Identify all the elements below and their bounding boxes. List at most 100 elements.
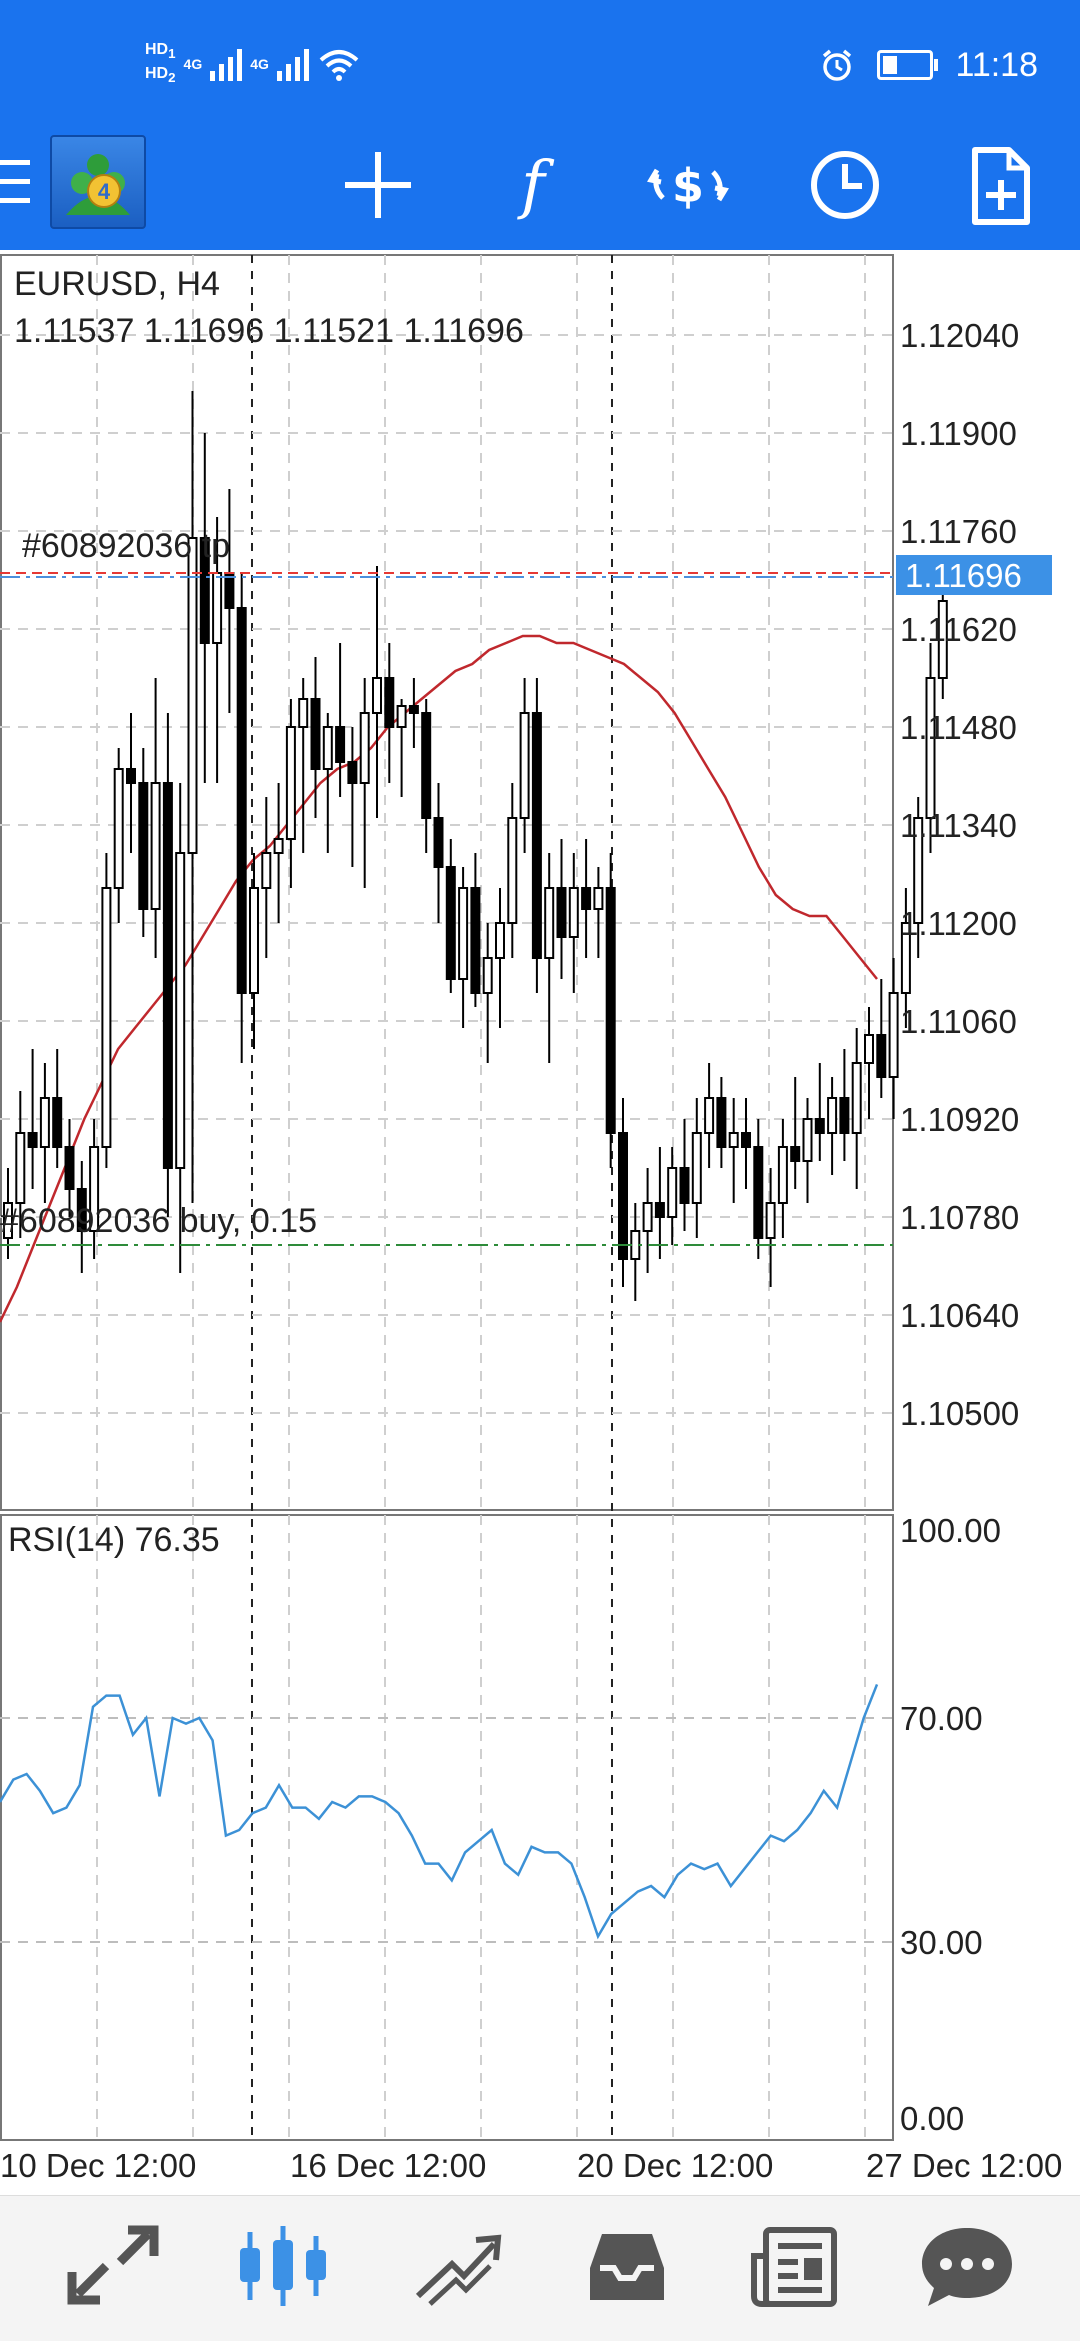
candle-body: [765, 1202, 776, 1239]
candle: [445, 839, 456, 993]
news-icon[interactable]: [742, 2216, 852, 2316]
candle: [568, 853, 579, 993]
candle: [691, 1098, 702, 1238]
signal1-icon: [210, 47, 243, 81]
candle-body: [175, 852, 186, 1169]
chart-svg[interactable]: 1.11696 1.12040 1.11900 1.11760 1.11620 1.11…: [0, 250, 1080, 2195]
price-tick-label: 1.10500: [900, 1395, 1019, 1432]
crosshair-icon[interactable]: [333, 140, 423, 230]
candle-body: [691, 1132, 702, 1204]
candle-body: [150, 782, 161, 910]
svg-text:$: $: [672, 159, 704, 213]
sim1-slot: 1: [168, 46, 176, 61]
candle: [790, 1077, 801, 1189]
candle: [113, 748, 124, 923]
timeframe-icon[interactable]: [800, 140, 890, 230]
moving-average-line: [0, 634, 878, 1323]
candle-body: [864, 1034, 874, 1064]
candle-body: [39, 1097, 50, 1148]
candle: [753, 1119, 764, 1259]
candle: [495, 888, 505, 1028]
candle: [704, 1063, 715, 1168]
wifi-icon: [319, 50, 359, 81]
svg-text:f: f: [517, 148, 555, 222]
candle: [827, 1077, 838, 1175]
candle: [470, 853, 481, 1007]
candle-body: [642, 1202, 653, 1232]
candle-body: [224, 572, 235, 609]
price-tick-label: 1.11900: [900, 415, 1017, 452]
status-right: 11:18: [819, 40, 1038, 90]
candle: [507, 783, 518, 958]
candle: [642, 1168, 653, 1273]
price-panel-frame: [0, 254, 894, 1511]
candle-body: [372, 677, 382, 714]
candle: [372, 566, 382, 818]
candle-body: [335, 726, 346, 763]
candle-body: [654, 1202, 665, 1218]
candle-body: [273, 838, 284, 854]
messages-icon[interactable]: [912, 2216, 1022, 2316]
candle-body: [507, 817, 518, 924]
candle-body: [89, 1146, 100, 1232]
candle: [199, 433, 210, 783]
new-order-icon[interactable]: [955, 140, 1045, 230]
rsi-line: [0, 1683, 879, 1940]
candle: [273, 783, 284, 923]
current-price-text: 1.11696: [905, 557, 1022, 594]
chart-area[interactable]: 1.11696 1.12040 1.11900 1.11760 1.11620 1.11…: [0, 250, 1080, 2195]
candle-body: [433, 817, 444, 868]
price-tick-label: 1.11620: [900, 611, 1017, 648]
candle-body: [64, 1146, 75, 1190]
candle: [605, 853, 616, 1168]
candle: [864, 1007, 874, 1119]
rsi-panel-frame: [0, 1514, 894, 2141]
candle: [408, 678, 419, 748]
candle: [359, 678, 370, 888]
candle-body: [236, 607, 247, 994]
candle-body: [753, 1146, 764, 1239]
candle: [876, 979, 887, 1098]
current-price-badge: [896, 555, 1052, 595]
candle: [3, 1168, 13, 1259]
candle: [433, 783, 444, 923]
candle-body: [310, 698, 321, 770]
candle-body: [531, 712, 542, 959]
history-icon[interactable]: [572, 2216, 682, 2316]
candle: [162, 713, 173, 1217]
candle-body: [925, 677, 936, 819]
candle: [839, 1049, 850, 1161]
svg-text:4: 4: [98, 179, 111, 204]
candle-body: [101, 887, 112, 1148]
candle: [777, 1119, 788, 1238]
candle-body: [495, 922, 505, 959]
quotes-icon[interactable]: [58, 2216, 168, 2316]
network2-label: 4G: [250, 56, 269, 72]
candle-body: [716, 1097, 727, 1148]
candle-body: [15, 1132, 26, 1204]
candle-body: [568, 887, 579, 938]
candle: [15, 1091, 26, 1238]
trade-icon[interactable]: $: [643, 140, 733, 230]
tp-line-label: #60892036 tp: [22, 527, 230, 565]
candle: [101, 853, 112, 1168]
price-tick-label: 1.11060: [900, 1003, 1017, 1040]
candle-body: [851, 1062, 862, 1134]
indicators-icon[interactable]: f: [488, 140, 578, 230]
candle: [310, 657, 321, 818]
candle: [27, 1049, 38, 1189]
chart-icon[interactable]: [228, 2216, 338, 2316]
status-bar: HD1 HD2 4G 4G 11:18: [0, 0, 1080, 130]
candle-body: [347, 761, 358, 784]
time-tick-label: 20 Dec 12:00: [577, 2147, 773, 2184]
mt4-logo-icon[interactable]: 4: [50, 135, 146, 229]
candle-body: [777, 1146, 788, 1204]
candle-body: [261, 852, 272, 889]
trade-line-icon[interactable]: [400, 2216, 510, 2316]
rsi-tick-label: 0.00: [900, 2100, 964, 2137]
price-tick-label: 1.11200: [900, 905, 1017, 942]
candle: [802, 1098, 813, 1203]
candle: [519, 678, 530, 853]
menu-icon[interactable]: [0, 160, 30, 204]
candle: [249, 853, 259, 1049]
